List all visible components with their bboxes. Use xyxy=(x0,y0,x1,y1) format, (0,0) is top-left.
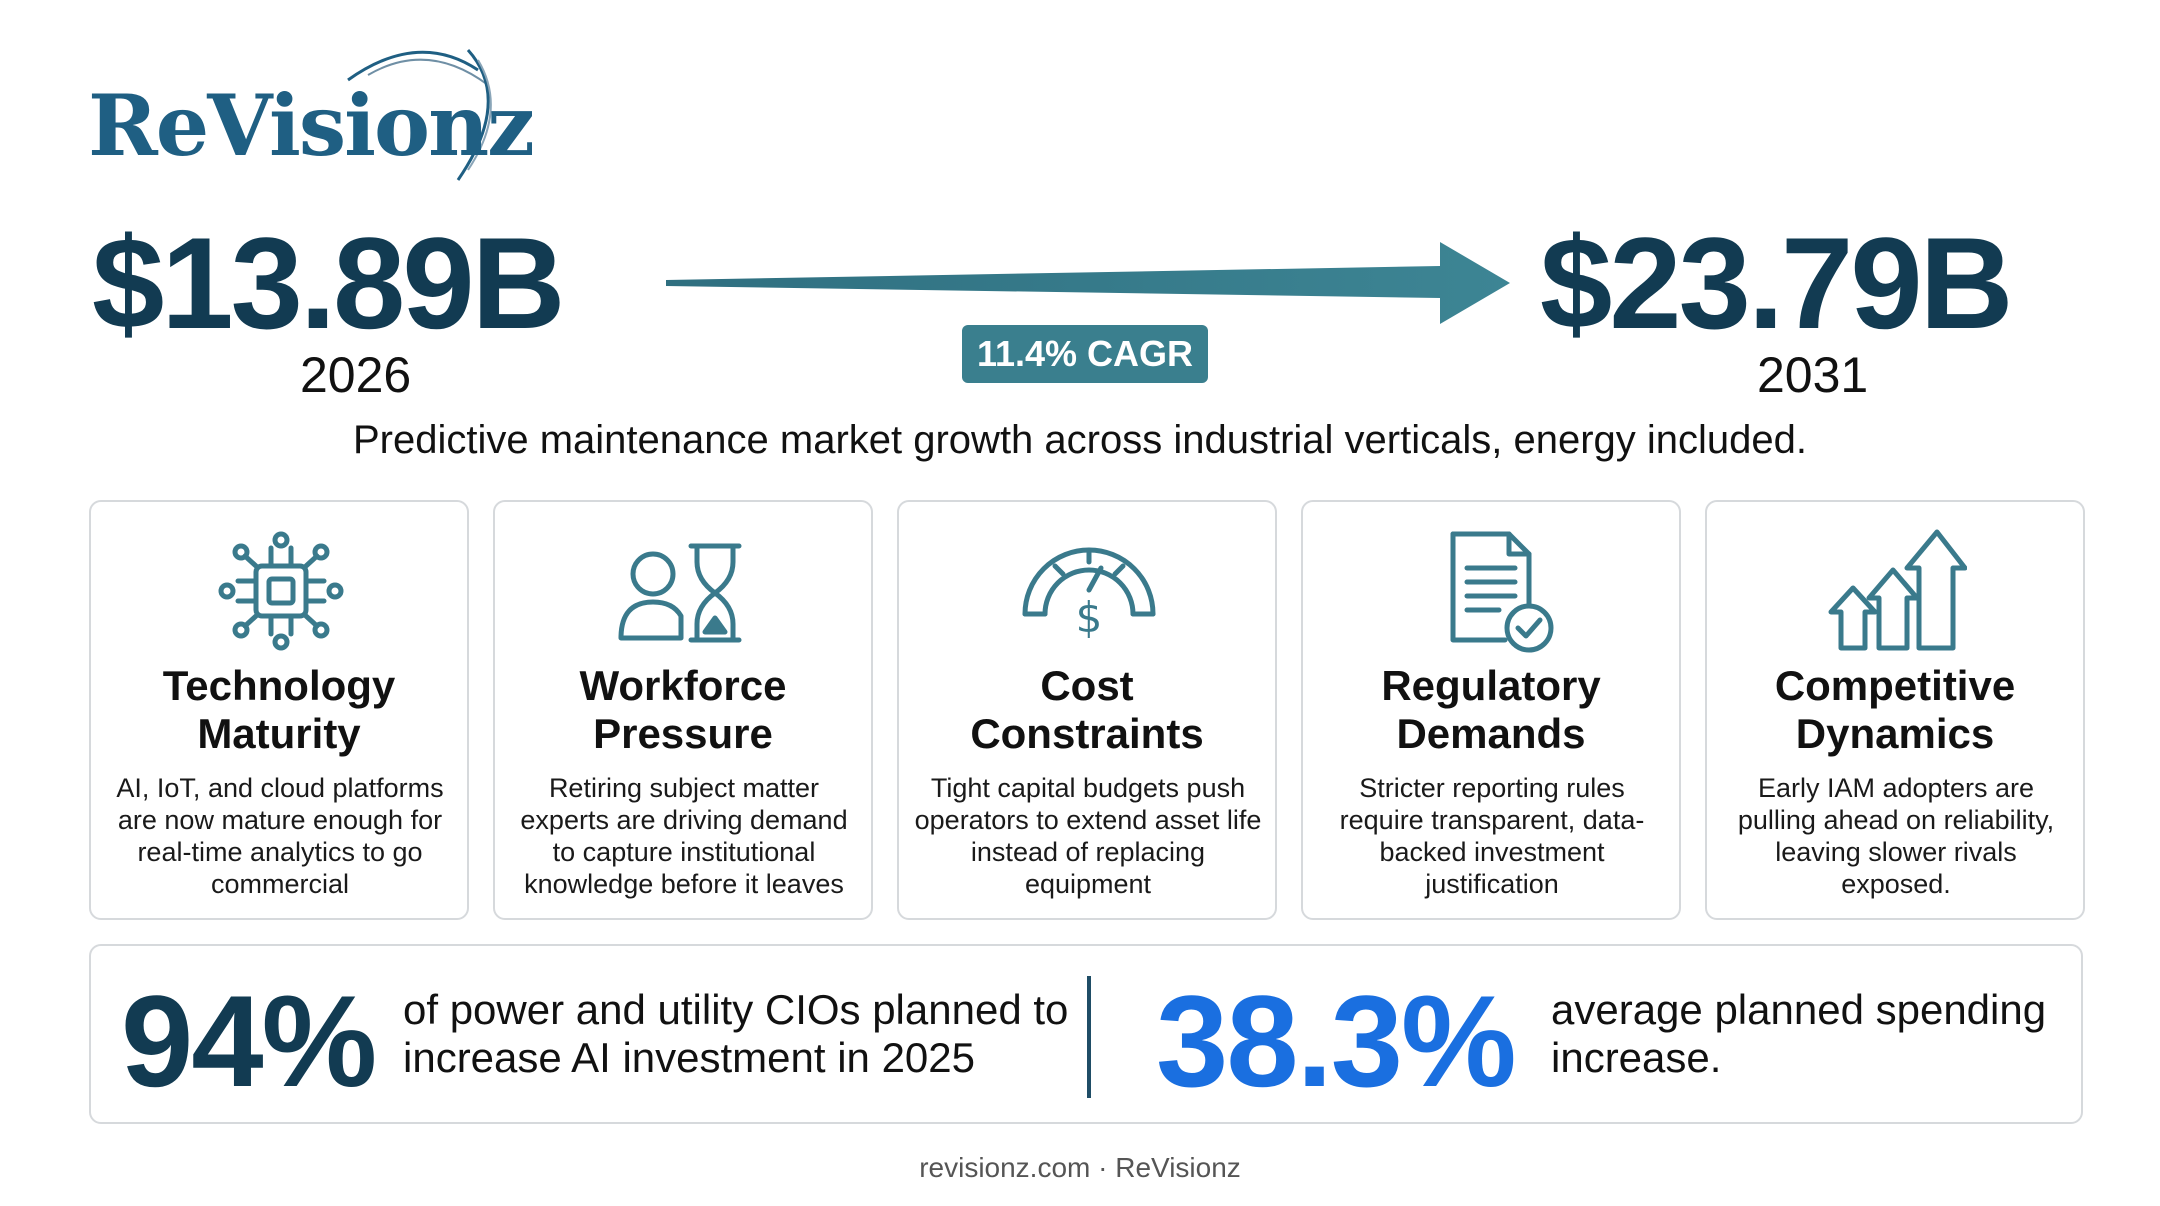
cagr-badge: 11.4% CAGR xyxy=(962,325,1208,383)
stats-divider xyxy=(1087,976,1091,1098)
end-year: 2031 xyxy=(1757,347,1869,403)
card-title: Regulatory Demands xyxy=(1381,662,1601,757)
growth-arrow-icon xyxy=(666,242,1510,324)
spending-increase-percentage: 38.3% xyxy=(1156,968,1517,1114)
person-hourglass-icon xyxy=(618,543,742,643)
footer-credit: revisionz.com · ReVisionz xyxy=(919,1152,1241,1183)
spending-stat-text: average planned spending increase. xyxy=(1551,986,2047,1081)
card-cost-constraints: $ Cost Constraints Tight capital budgets … xyxy=(897,500,1277,920)
card-title: Cost Constraints xyxy=(970,662,1204,757)
card-title: Workforce Pressure xyxy=(579,662,787,757)
cio-percentage: 94% xyxy=(121,968,377,1114)
card-description: Stricter reporting rules require transpa… xyxy=(1339,773,1645,899)
card-description: Tight capital budgets push operators to … xyxy=(914,773,1262,899)
card-competitive-dynamics: Competitive Dynamics Early IAM adopters a… xyxy=(1705,500,2085,920)
card-description: AI, IoT, and cloud platforms are now mat… xyxy=(116,773,444,899)
logo-text: ReVisionz xyxy=(88,76,535,175)
growth-arrows-icon xyxy=(1828,529,1967,651)
card-description: Retiring subject matter experts are driv… xyxy=(520,773,848,899)
logo-swoosh-icon xyxy=(347,48,492,181)
stats-panel: 94% of power and utility CIOs planned to… xyxy=(89,944,2083,1124)
start-market-value: $13.89B xyxy=(92,210,565,356)
card-workforce-pressure: Workforce Pressure Retiring subject matte… xyxy=(493,500,873,920)
brand-logo: ReVisionz xyxy=(88,40,535,190)
card-regulatory-demands: Regulatory Demands Stricter reporting rul… xyxy=(1301,500,1681,920)
gauge-dollar-icon: $ xyxy=(1022,547,1156,642)
card-title: Technology Maturity xyxy=(162,662,396,757)
end-market-value: $23.79B xyxy=(1540,210,2013,356)
growth-subtitle: Predictive maintenance market growth acr… xyxy=(352,418,1807,462)
start-year: 2026 xyxy=(300,347,412,403)
chip-icon xyxy=(218,531,344,651)
card-description: Early IAM adopters are pulling ahead on … xyxy=(1737,773,2055,899)
svg-text:$: $ xyxy=(1076,593,1103,642)
document-check-icon xyxy=(1450,531,1554,653)
cio-stat-text: of power and utility CIOs planned to inc… xyxy=(403,986,1069,1081)
card-title: Competitive Dynamics xyxy=(1774,662,2016,757)
card-technology-maturity: Technology Maturity AI, IoT, and cloud pl… xyxy=(89,500,469,920)
